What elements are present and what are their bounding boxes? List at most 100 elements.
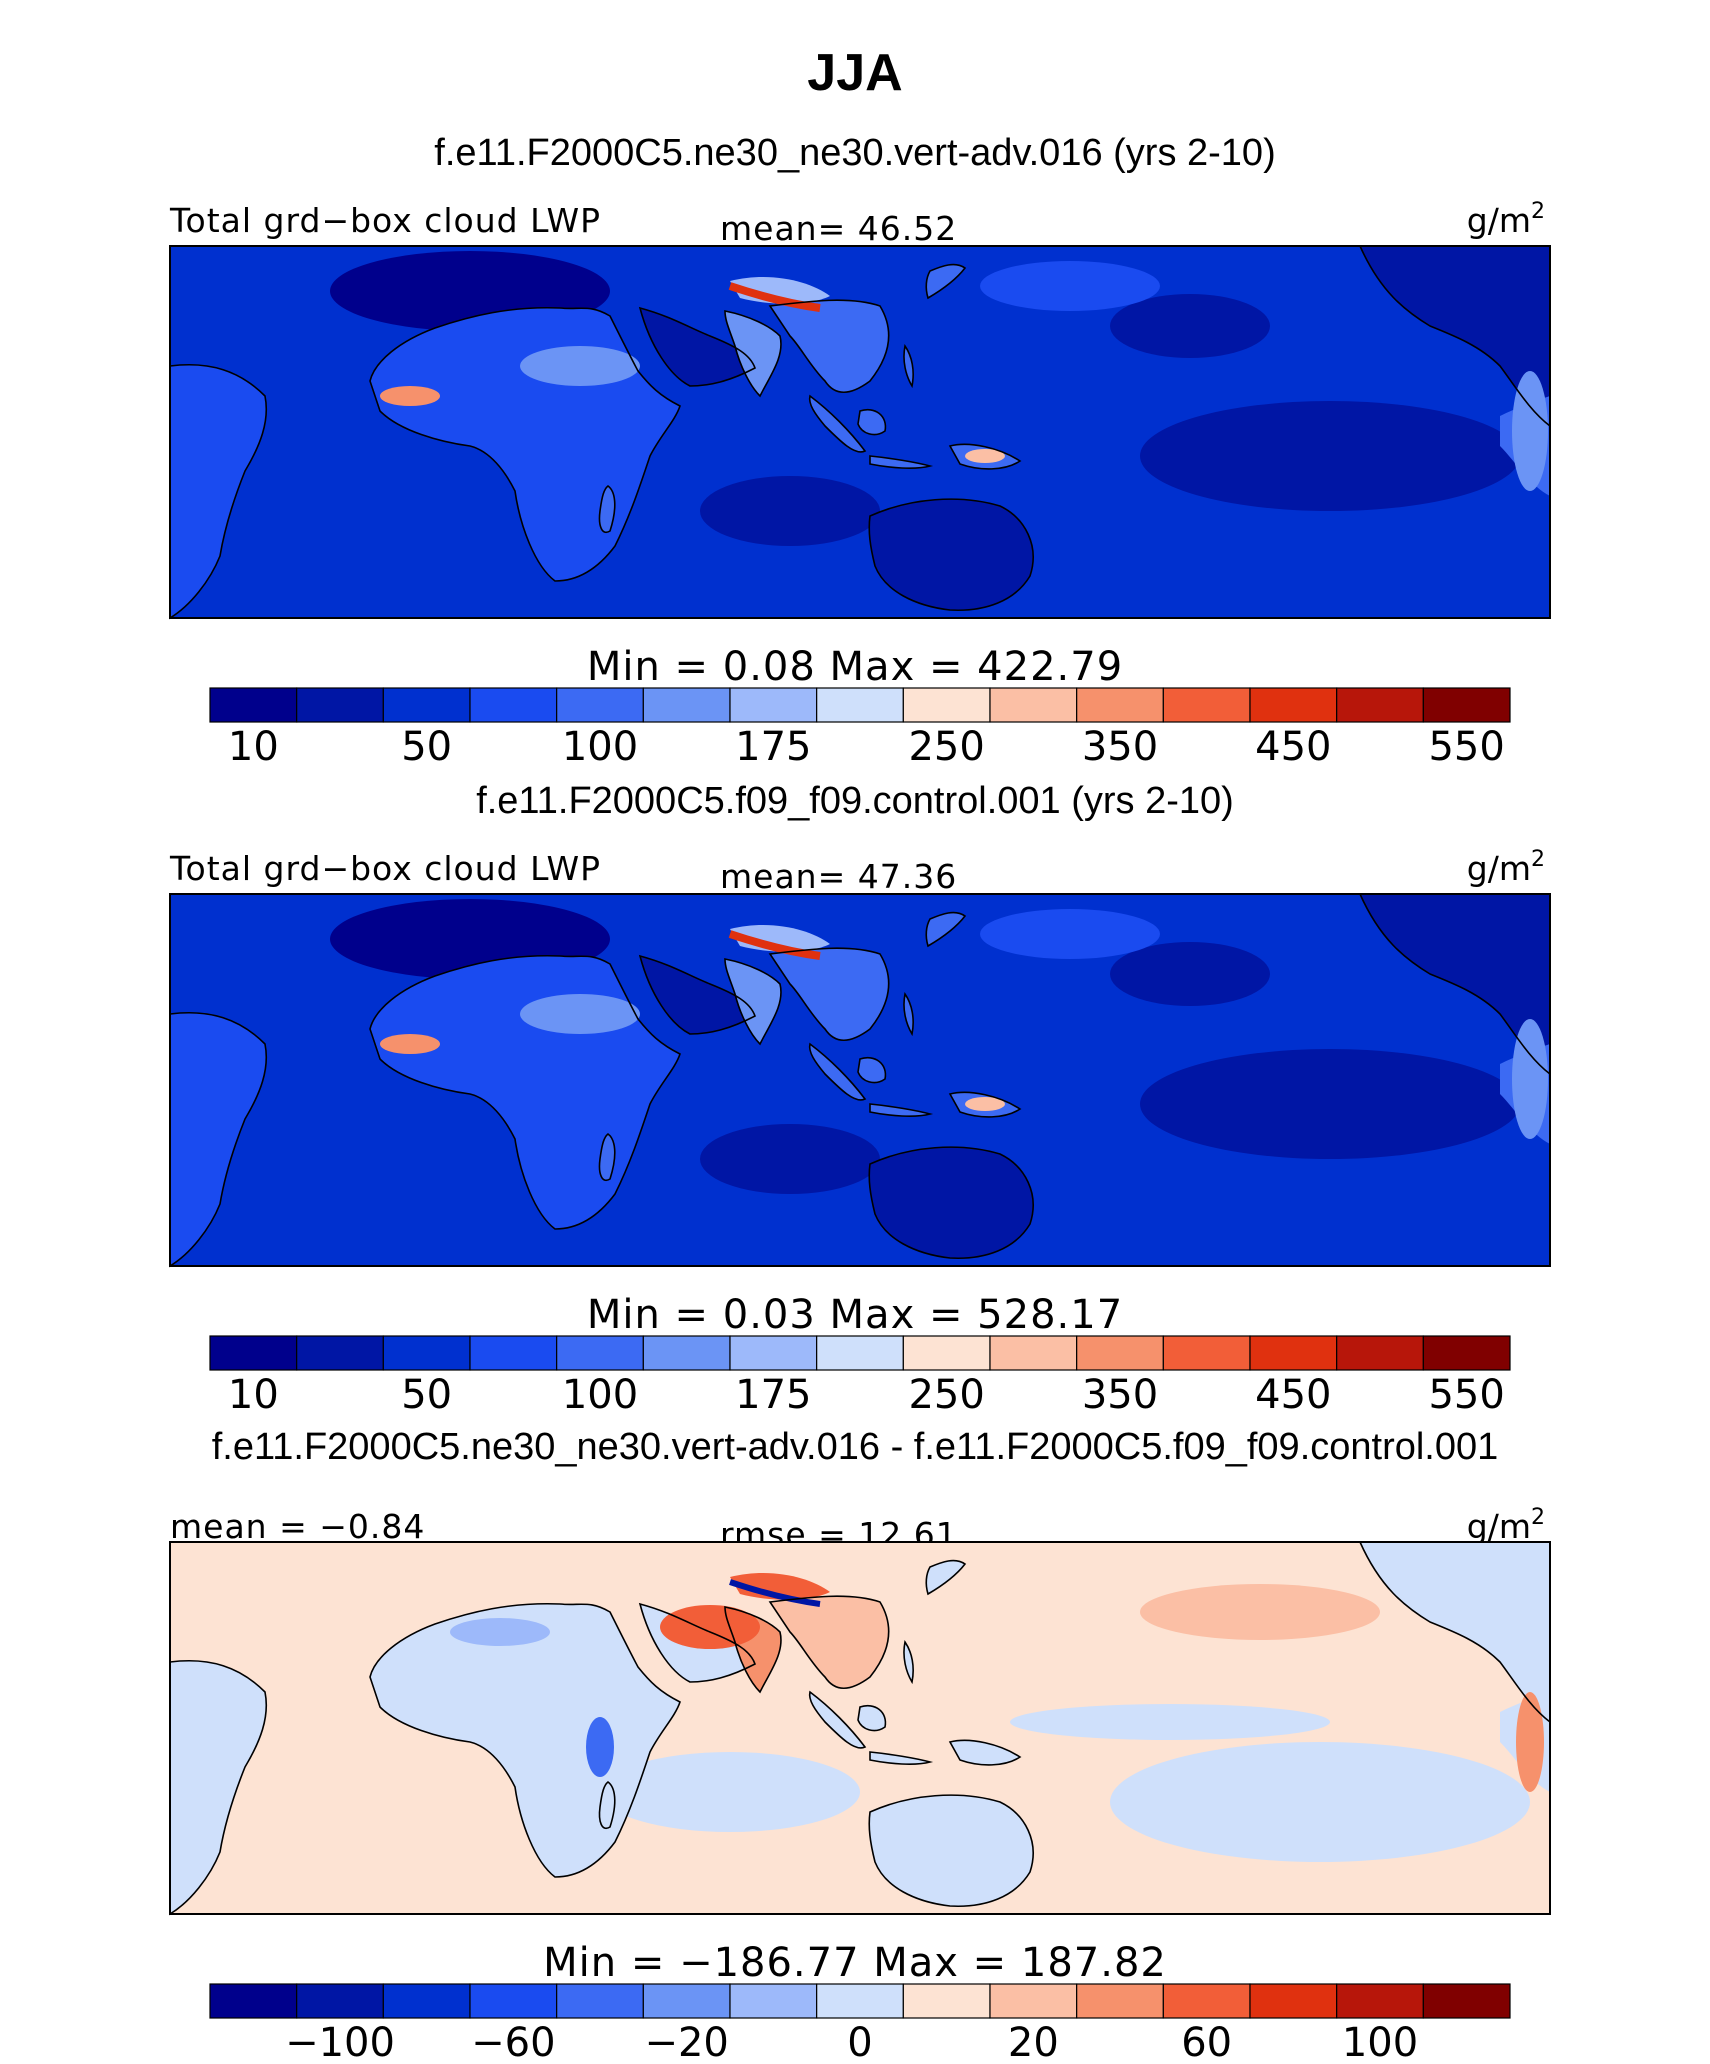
colorbar-tick-label: 100 (1342, 2020, 1418, 2064)
left-label: Total grd−box cloud LWP (169, 849, 601, 888)
colorbar-box (989, 1983, 1078, 2019)
colorbar-box (556, 687, 644, 723)
colorbar-box (296, 1983, 384, 2019)
min-max-stats: Min = −186.77 Max = 187.82 (543, 1940, 1167, 1986)
colorbar-box (1336, 1335, 1424, 1371)
colorbar-tick-label: 0 (847, 2020, 872, 2064)
panel-3: f.e11.F2000C5.ne30_ne30.vert-adv.016 - f… (169, 1426, 1551, 2064)
diff-andes-positive (1516, 1692, 1544, 1792)
colorbar-box (1162, 687, 1251, 723)
colorbar-box (296, 687, 384, 723)
colorbar-box (816, 687, 904, 723)
colorbar-tick-label: 450 (1255, 1372, 1331, 1418)
colorbar-box (556, 1335, 644, 1371)
colorbar-box (902, 687, 991, 723)
west-africa-monsoon-peak (380, 386, 440, 406)
case-title: f.e11.F2000C5.ne30_ne30.vert-adv.016 (yr… (434, 132, 1275, 174)
colorbar-box (469, 1335, 558, 1371)
colorbar-tick-label: 60 (1181, 2020, 1232, 2064)
himalaya-peak (728, 282, 821, 312)
colorbar-tick-label: 175 (735, 724, 811, 770)
central-africa-band (520, 994, 640, 1034)
colorbar: 10 50 100 175 250 350 450 550 (209, 1335, 1511, 1418)
colorbar-box (382, 1983, 471, 2019)
southeast-pacific-low-lwp (1140, 1049, 1520, 1159)
colorbar-box (642, 1335, 731, 1371)
colorbar-tick-label: 20 (1008, 2020, 1059, 2064)
diff-east-africa-negative (586, 1717, 614, 1777)
diff-southeast-pacific (1110, 1742, 1530, 1862)
panel-1: f.e11.F2000C5.ne30_ne30.vert-adv.016 (yr… (169, 132, 1551, 770)
colorbar-tick-label: 350 (1082, 724, 1158, 770)
colorbar-box (209, 1983, 298, 2019)
center-label: mean= 46.52 (720, 209, 957, 248)
colorbar-box (729, 1983, 818, 2019)
colorbar-tick-label: 175 (735, 1372, 811, 1418)
colorbar: −100 −60 −20 0 20 60 100 (209, 1983, 1511, 2064)
colorbar-box (1162, 1983, 1251, 2019)
diff-himalaya-negative (729, 1579, 821, 1607)
diff-sahel-negative (450, 1618, 550, 1646)
northwest-pacific-band (980, 909, 1160, 959)
colorbar-box (1336, 687, 1424, 723)
colorbar-box (556, 1983, 644, 2019)
colorbar-box (1336, 1983, 1424, 2019)
map-frame (169, 245, 1551, 619)
colorbar-tick-label: 350 (1082, 1372, 1158, 1418)
colorbar-tick-label: 50 (401, 1372, 452, 1418)
north-pacific-low-lwp (1110, 294, 1270, 358)
center-label: mean= 47.36 (720, 857, 957, 896)
colorbar-box (296, 1335, 384, 1371)
colorbar-box (1076, 1335, 1164, 1371)
colorbar-tick-label: 550 (1428, 1372, 1504, 1418)
colorbar-tick-label: 50 (401, 724, 452, 770)
indian-ocean-low-lwp (700, 1124, 880, 1194)
colorbar-tick-label: −100 (285, 2020, 395, 2064)
unit-label: g/m2 (1467, 1505, 1545, 1546)
left-label: mean = −0.84 (170, 1507, 425, 1546)
new-guinea-peak (965, 449, 1005, 463)
colorbar-box (1422, 1335, 1511, 1371)
map (169, 1541, 1551, 1915)
map (169, 893, 1551, 1267)
panel-2: f.e11.F2000C5.f09_f09.control.001 (yrs 2… (169, 780, 1551, 1418)
colorbar-box (1422, 1983, 1511, 2019)
himalaya-peak (728, 930, 821, 960)
left-label: Total grd−box cloud LWP (169, 201, 601, 240)
colorbar-tick-label: −20 (644, 2020, 728, 2064)
diff-itcz-band (1010, 1704, 1330, 1740)
colorbar-box (1249, 1983, 1338, 2019)
min-max-stats: Min = 0.08 Max = 422.79 (587, 644, 1123, 690)
colorbar-box (1249, 1335, 1338, 1371)
colorbar-box (1076, 687, 1164, 723)
colorbar-tick-label: 100 (562, 1372, 638, 1418)
north-pacific-low-lwp (1110, 942, 1270, 1006)
colorbar-box (816, 1335, 904, 1371)
colorbar-box (469, 1983, 558, 2019)
colorbar-tick-label: 10 (228, 724, 279, 770)
andes-peak (1512, 371, 1548, 491)
min-max-stats: Min = 0.03 Max = 528.17 (587, 1292, 1123, 1338)
colorbar-box (1249, 687, 1338, 723)
colorbar-tick-label: 100 (562, 724, 638, 770)
diff-indian-ocean (600, 1752, 860, 1832)
southeast-pacific-low-lwp (1140, 401, 1520, 511)
difference-title: f.e11.F2000C5.ne30_ne30.vert-adv.016 - f… (212, 1426, 1499, 1468)
colorbar-box (469, 687, 558, 723)
indian-ocean-low-lwp (700, 476, 880, 546)
colorbar-box (902, 1983, 991, 2019)
central-africa-band (520, 346, 640, 386)
colorbar-box (729, 1335, 818, 1371)
figure-title: JJA (807, 44, 902, 102)
colorbar-box (209, 1335, 298, 1371)
colorbar-box (1162, 1335, 1251, 1371)
map (169, 245, 1551, 619)
colorbar-tick-label: 250 (908, 724, 984, 770)
colorbar-box (816, 1983, 904, 2019)
colorbar-tick-label: 250 (908, 1372, 984, 1418)
new-guinea-peak (965, 1097, 1005, 1111)
colorbar-box (382, 687, 471, 723)
unit-label: g/m2 (1467, 199, 1545, 240)
